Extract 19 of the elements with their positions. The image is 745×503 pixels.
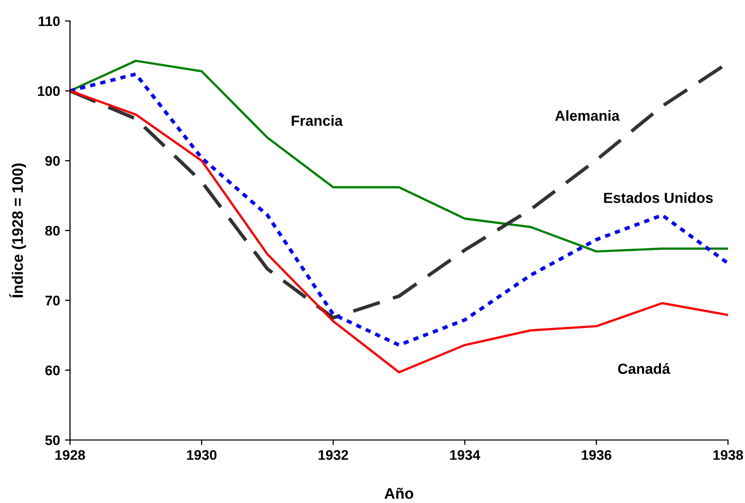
x-tick-label: 1936 <box>582 450 612 460</box>
y-tick-label: 100 <box>38 86 60 96</box>
series-label: Alemania <box>555 110 620 121</box>
text: Canadá <box>618 363 670 374</box>
y-tick-label: 110 <box>38 16 60 26</box>
y-tick-label: 80 <box>45 226 60 236</box>
x-tick-label: 1930 <box>187 450 216 460</box>
y-tick-label: 90 <box>45 156 60 166</box>
series-label: Francia <box>292 115 343 126</box>
series-label: Estados Unidos <box>604 192 713 203</box>
x-tick-label: 1934 <box>450 450 480 460</box>
y-tick-label: 70 <box>45 296 60 306</box>
y-tick-label: 60 <box>45 366 60 376</box>
x-axis-title: Año <box>384 488 414 499</box>
x-tick-label: 1932 <box>318 450 348 460</box>
y-tick-label: 50 <box>45 435 60 446</box>
y-axis-title: Índice (1928 = 100) <box>9 164 26 298</box>
x-tick-label: 1928 <box>55 450 86 460</box>
x-tick-label: 1938 <box>713 450 744 460</box>
